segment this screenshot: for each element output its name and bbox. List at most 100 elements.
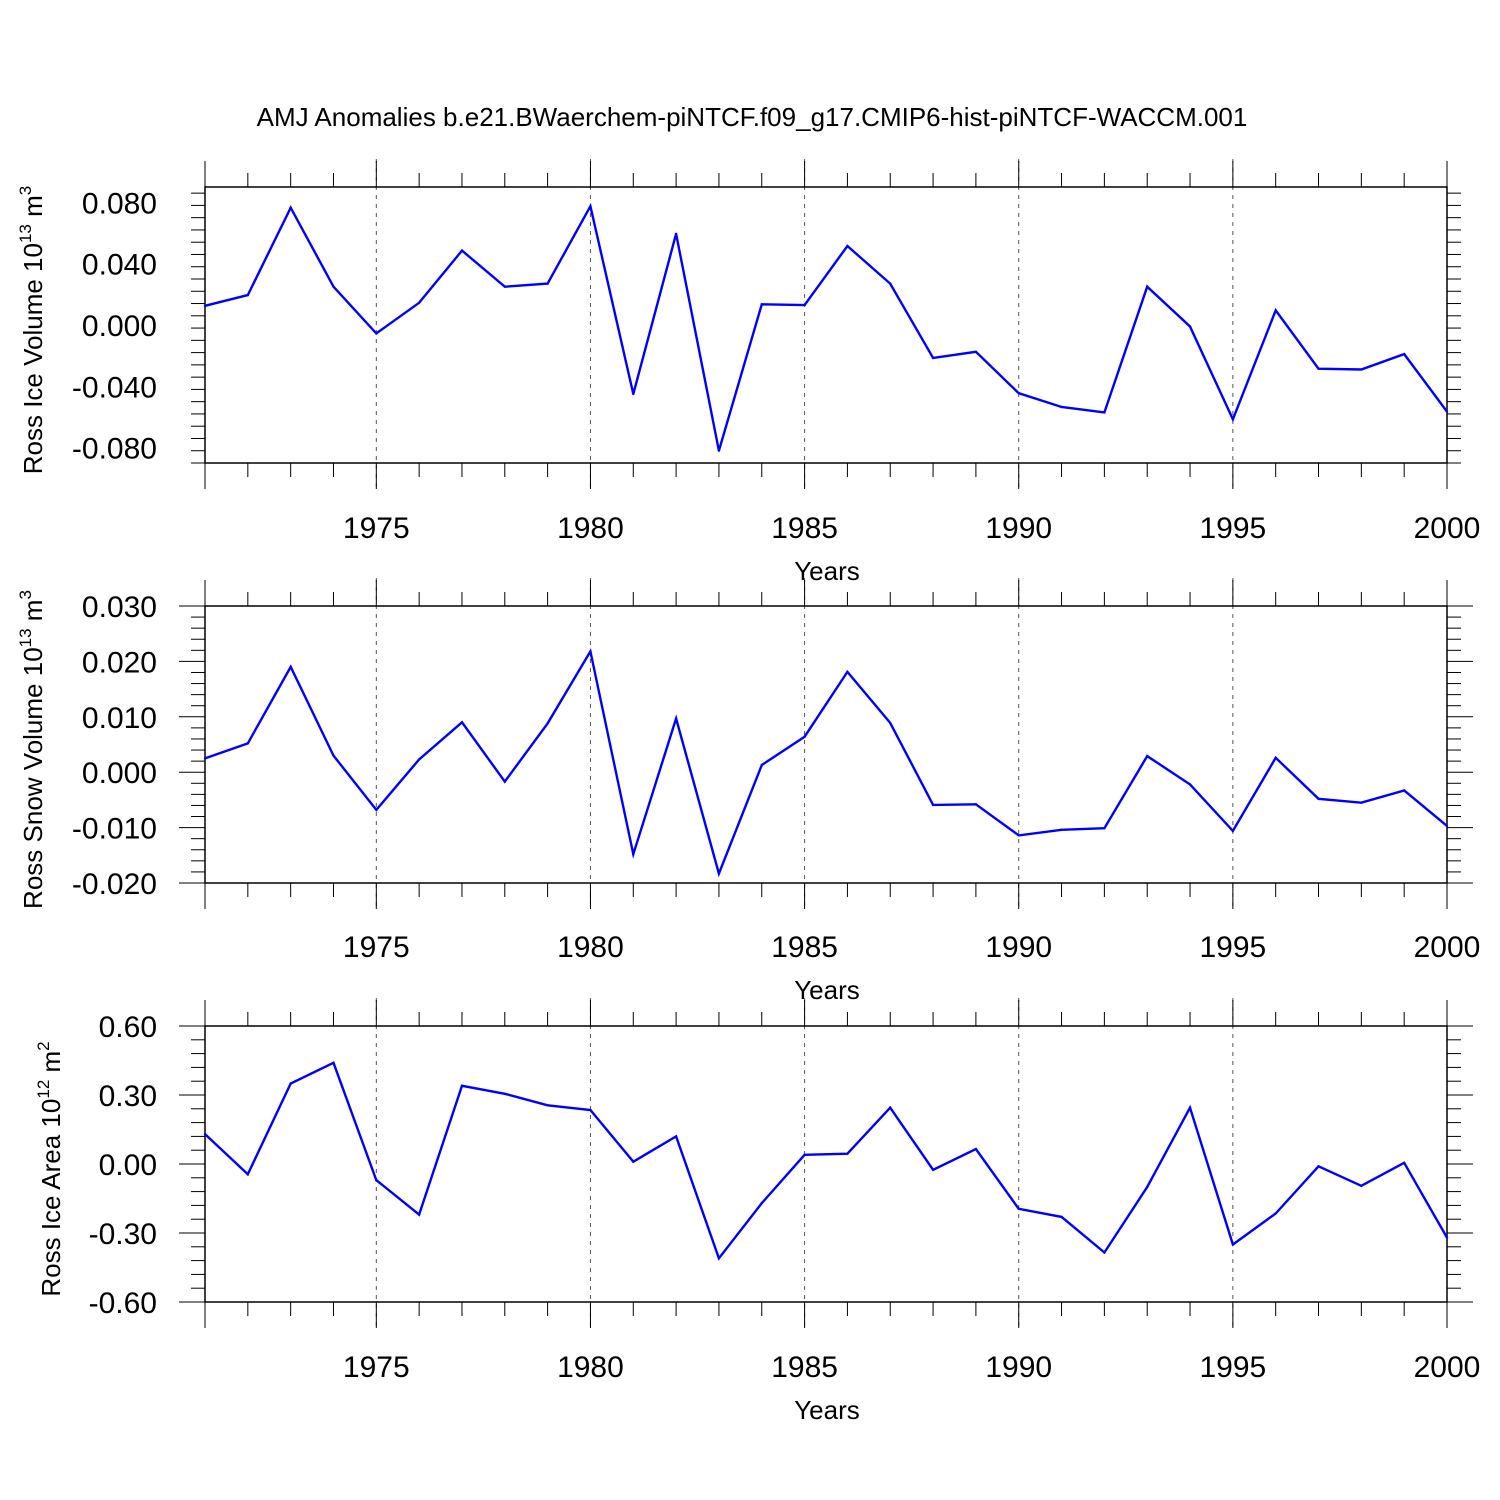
- data-point-1990: [1017, 834, 1020, 837]
- panel-ice-volume: -0.080 -0.040 0.000 0.040 0.080 1975 1980 1985 1…: [16, 159, 1480, 586]
- data-point-1993: [1146, 285, 1149, 288]
- y-tick-label: 0.000: [82, 310, 157, 343]
- data-point-1972: [246, 1173, 250, 1176]
- data-point-1989: [974, 1147, 978, 1151]
- data-point-1980: [589, 1108, 592, 1112]
- y-axis-label: Ross Ice Area 1012 m2: [34, 1041, 66, 1296]
- data-point-1975: [375, 332, 378, 335]
- data-point-1992: [1103, 411, 1106, 414]
- data-point-1995: [1231, 418, 1235, 421]
- x-tick-label: 1990: [985, 512, 1052, 545]
- data-point-1983: [717, 872, 721, 875]
- x-tick-label: 1995: [1199, 512, 1266, 545]
- x-tick-label: 1990: [985, 931, 1052, 964]
- data-point-1982: [674, 232, 678, 235]
- data-point-1976: [417, 758, 421, 761]
- data-point-1972: [246, 293, 250, 297]
- y-tick-label: 0.010: [82, 702, 157, 735]
- data-point-1999: [1402, 1161, 1406, 1165]
- data-point-1976: [417, 1213, 421, 1216]
- data-point-1989: [974, 803, 978, 806]
- data-point-1991: [1060, 828, 1063, 832]
- series-line: [204, 202, 1448, 452]
- x-tick-label: 1975: [343, 512, 410, 545]
- data-point-2000: [1445, 824, 1449, 828]
- data-point-1977: [460, 1084, 464, 1088]
- data-point-1982: [674, 717, 678, 720]
- x-tick-label: 1990: [985, 1351, 1052, 1384]
- data-point-1973: [289, 206, 292, 209]
- y-axis-label: Ross Snow Volume 1013 m3: [16, 590, 48, 909]
- y-tick-label: -0.080: [72, 433, 157, 466]
- data-point-1987: [889, 1106, 892, 1109]
- data-point-1974: [332, 1061, 335, 1065]
- series-line: [204, 648, 1448, 878]
- data-point-1977: [460, 249, 464, 252]
- x-tick-label: 1980: [557, 1351, 624, 1384]
- data-point-1989: [974, 350, 978, 354]
- data-point-1996: [1274, 1212, 1277, 1215]
- x-tick-label: 1980: [557, 512, 624, 545]
- data-point-1978: [503, 1092, 506, 1096]
- data-point-1974: [332, 754, 335, 757]
- chart-title: AMJ Anomalies b.e21.BWaerchem-piNTCF.f09…: [257, 102, 1248, 132]
- data-point-1979: [546, 1104, 549, 1107]
- data-point-1971: [203, 757, 207, 760]
- data-point-1996: [1274, 309, 1277, 312]
- y-tick-label: -0.60: [89, 1287, 157, 1320]
- data-point-1990: [1017, 1207, 1020, 1211]
- y-tick-label: 0.040: [82, 249, 157, 282]
- data-point-1978: [503, 285, 506, 288]
- x-axis-label: Years: [794, 556, 860, 586]
- plot-frame: [204, 605, 1448, 884]
- x-tick-label: 1995: [1199, 931, 1266, 964]
- y-tick-label: 0.020: [82, 646, 157, 679]
- data-point-1983: [717, 449, 721, 452]
- data-point-2000: [1445, 410, 1449, 413]
- x-tick-label: 1980: [557, 931, 624, 964]
- data-point-1994: [1188, 1106, 1192, 1109]
- x-axis-label: Years: [794, 1395, 860, 1425]
- data-point-1971: [203, 304, 207, 308]
- data-point-1995: [1231, 1243, 1235, 1246]
- data-point-1994: [1188, 783, 1192, 786]
- data-point-1998: [1360, 368, 1363, 371]
- x-tick-label: 1985: [771, 512, 838, 545]
- data-point-1985: [803, 303, 806, 307]
- data-point-1981: [632, 1160, 635, 1163]
- data-point-1987: [889, 282, 892, 285]
- panel-snow-volume: -0.020 -0.010 0.000 0.010 0.020 0.030 1975 1980…: [16, 578, 1480, 1005]
- y-tick-label: 0.000: [82, 757, 157, 790]
- data-point-1986: [846, 244, 849, 248]
- data-point-1994: [1188, 325, 1192, 328]
- data-point-1997: [1317, 1165, 1320, 1168]
- data-point-1990: [1017, 392, 1020, 395]
- y-tick-label: 0.00: [99, 1149, 157, 1182]
- y-axis-label: Ross Ice Volume 1013 m3: [16, 186, 48, 475]
- plot-frame: [204, 186, 1448, 464]
- series-line: [204, 1061, 1449, 1261]
- data-point-1998: [1360, 1184, 1363, 1188]
- data-point-1975: [375, 1178, 378, 1182]
- data-point-1988: [931, 356, 935, 360]
- y-tick-label: -0.30: [89, 1218, 157, 1251]
- x-tick-label: 1975: [343, 1351, 410, 1384]
- data-point-1998: [1360, 801, 1363, 804]
- data-point-1973: [289, 1082, 292, 1085]
- x-tick-label: 1985: [771, 1351, 838, 1384]
- x-tick-label: 2000: [1414, 931, 1481, 964]
- data-point-1991: [1060, 1215, 1063, 1219]
- data-point-1984: [760, 1201, 763, 1205]
- x-tick-label: 2000: [1414, 512, 1481, 545]
- data-point-1972: [246, 742, 250, 745]
- data-point-1985: [803, 735, 806, 738]
- data-point-1983: [717, 1257, 721, 1260]
- data-point-1988: [931, 803, 935, 807]
- data-point-1977: [460, 721, 464, 724]
- data-point-1976: [417, 301, 421, 304]
- y-tick-label: -0.040: [72, 371, 157, 404]
- data-point-1993: [1146, 754, 1149, 758]
- y-tick-label: 0.030: [82, 591, 157, 624]
- data-point-1995: [1231, 829, 1235, 833]
